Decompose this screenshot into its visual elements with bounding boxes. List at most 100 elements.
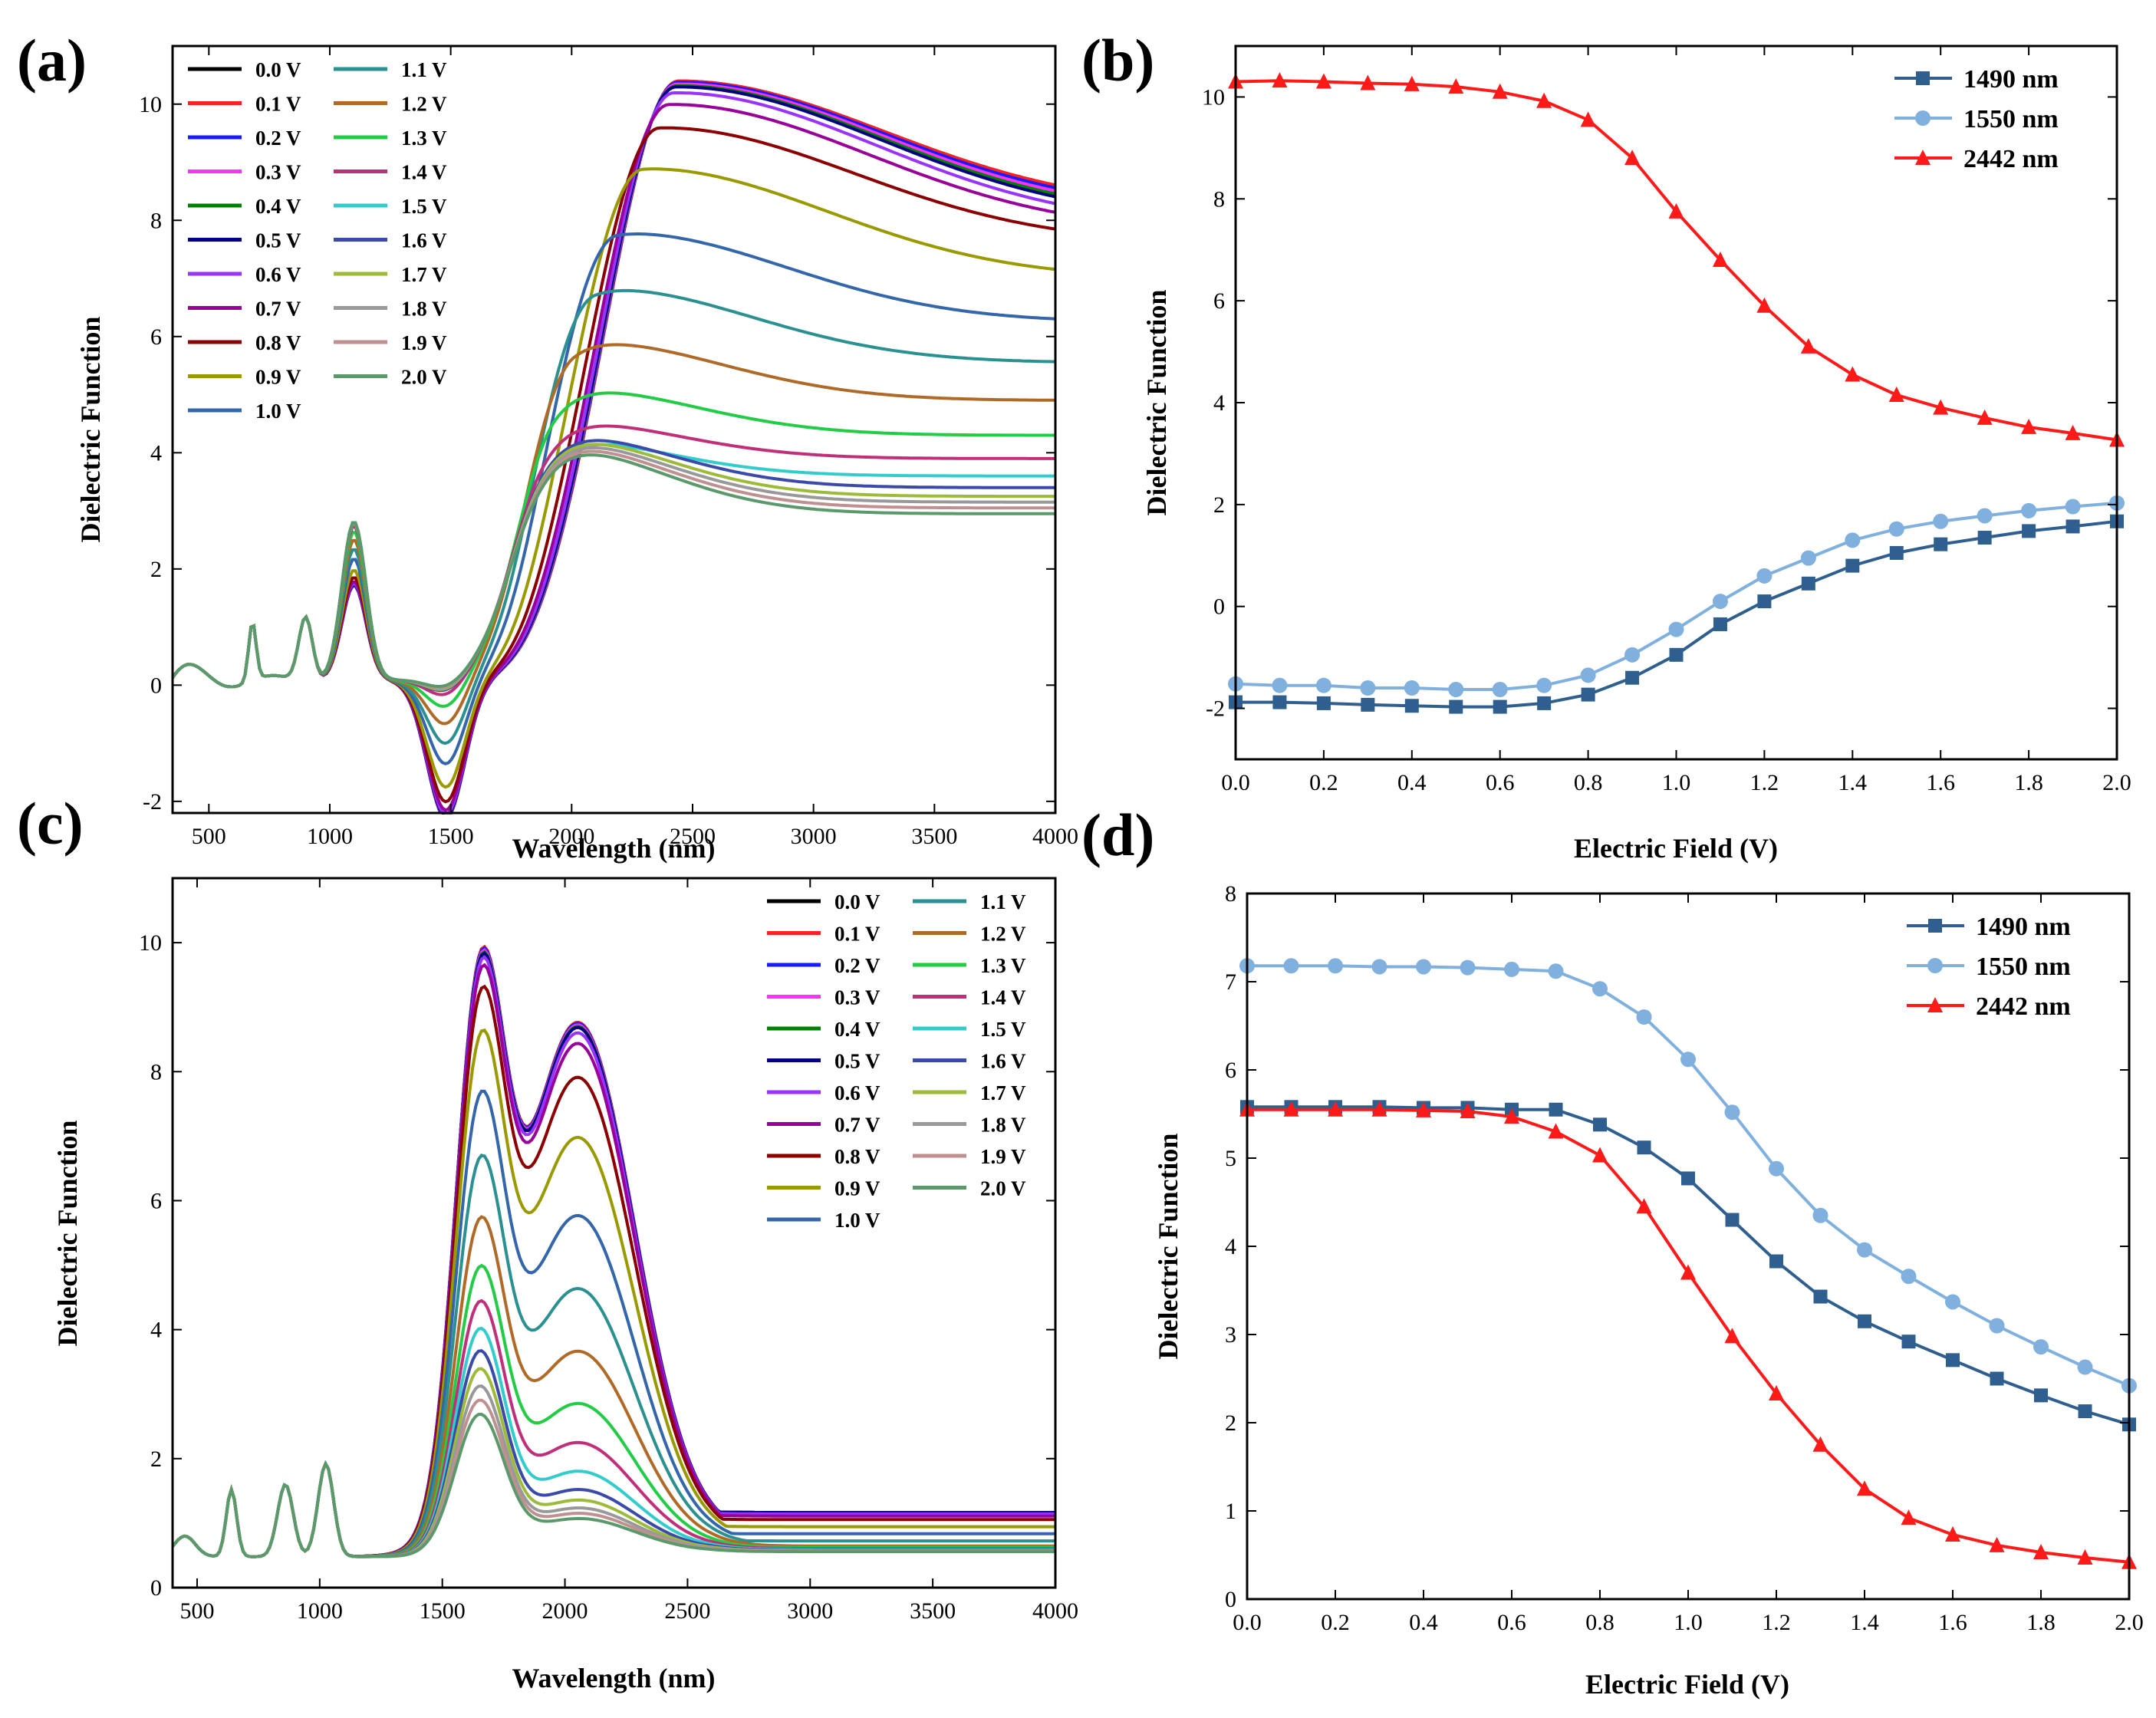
- legend-entry: 1.7 V: [401, 263, 447, 286]
- x-tick-label: 1.6: [1926, 770, 1955, 795]
- x-tick-label: 2500: [664, 1598, 710, 1624]
- panel-b-legend: 1490 nm 1550 nm 2442 nm: [1894, 65, 2059, 173]
- y-tick-label: 0: [1213, 594, 1225, 620]
- legend-entry: 0.8 V: [255, 331, 301, 354]
- data-point-marker: [1581, 687, 1595, 702]
- data-point-marker: [1989, 1318, 2005, 1334]
- legend-entry: 1.5 V: [980, 1018, 1026, 1041]
- data-point-marker: [1593, 1117, 1607, 1132]
- legend-entry: 1.9 V: [401, 331, 447, 354]
- data-point-marker: [2077, 1359, 2093, 1375]
- data-point-marker: [1927, 997, 1943, 1012]
- data-point-marker: [1724, 1328, 1740, 1344]
- data-point-marker: [2034, 1388, 2048, 1403]
- data-point-marker: [1637, 1140, 1651, 1155]
- y-tick-label: -2: [1206, 696, 1225, 722]
- data-point-marker: [1448, 78, 1464, 94]
- spectrum-curve-0-9-V: [171, 1028, 1055, 1558]
- x-tick-label: 1.2: [1750, 770, 1779, 795]
- y-tick-label: 2: [150, 1446, 162, 1472]
- x-tick-label: 2000: [548, 824, 594, 849]
- spectrum-curve-0-1-V: [171, 944, 1055, 1558]
- data-point-marker: [1272, 72, 1288, 88]
- data-point-marker: [1669, 647, 1684, 662]
- panel-a-axes: 500 1000 1500 2000 2500 3000 3500 4000 -2 0 2 4 6 8 10: [139, 46, 1078, 849]
- legend-entry: 0.9 V: [255, 366, 301, 389]
- y-tick-label: 10: [139, 92, 162, 117]
- data-point-marker: [1492, 681, 1508, 697]
- data-point-marker: [1416, 959, 1431, 975]
- data-point-marker: [1945, 1526, 1960, 1542]
- x-tick-label: 4000: [1032, 824, 1078, 849]
- legend-entry: 1.0 V: [834, 1209, 881, 1232]
- y-tick-label: 2: [1213, 492, 1225, 518]
- data-point-marker: [1636, 1009, 1652, 1025]
- legend-entry: 1.6 V: [980, 1050, 1026, 1073]
- data-point-marker: [2021, 418, 2037, 434]
- data-point-marker: [1933, 399, 1949, 415]
- y-tick-label: 0: [150, 1575, 162, 1601]
- x-tick-label: 0.8: [1585, 1610, 1615, 1635]
- data-point-marker: [2077, 1549, 2093, 1565]
- legend-entry: 0.3 V: [834, 986, 881, 1009]
- legend-entry: 1490 nm: [1963, 65, 2059, 94]
- panel-d: (d) 0.0 0.2 0.4 0.6 0.8 1.0 1.2 1.4 1.6 1.8 2.0 0 1 2…: [1081, 801, 2144, 1700]
- spectrum-curve-1-5-V: [171, 443, 1055, 690]
- y-tick-label: -2: [143, 789, 162, 815]
- x-tick-label: 500: [192, 824, 226, 849]
- x-tick-label: 1.8: [2026, 1610, 2056, 1635]
- data-point-marker: [2078, 1404, 2092, 1419]
- data-point-marker: [2065, 424, 2081, 440]
- data-point-marker: [1361, 697, 1375, 712]
- data-point-marker: [1800, 337, 1816, 354]
- legend-entry: 0.2 V: [255, 127, 301, 150]
- data-point-marker: [1404, 680, 1420, 696]
- data-point-marker: [1977, 508, 1993, 524]
- panel-b-label: (b): [1081, 27, 1154, 94]
- x-tick-label: 1.4: [1838, 770, 1868, 795]
- data-point-marker: [1360, 74, 1376, 91]
- data-point-marker: [1901, 1335, 1916, 1349]
- legend-entry: 2.0 V: [401, 366, 447, 389]
- x-tick-label: 3500: [910, 1598, 956, 1624]
- x-tick-label: 1.6: [1938, 1610, 1967, 1635]
- panel-a: (a) 500 1000 1500 2000 2500 3000 3500 4000 -2 0 2 4…: [17, 27, 1078, 864]
- spectrum-curve-0-6-V: [171, 955, 1055, 1558]
- legend-entry: 1490 nm: [1976, 913, 2071, 941]
- data-point-marker: [1680, 1052, 1696, 1068]
- series-line-2442-nm: [1235, 79, 2118, 442]
- y-tick-label: 1: [1225, 1499, 1236, 1524]
- data-point-marker: [1460, 1103, 1476, 1119]
- x-tick-label: 0.6: [1486, 770, 1515, 795]
- x-tick-label: 2.0: [2102, 770, 2131, 795]
- data-point-marker: [1916, 71, 1930, 85]
- data-point-marker: [1371, 1101, 1387, 1117]
- data-point-marker: [1548, 1123, 1564, 1139]
- x-tick-label: 2.0: [2115, 1610, 2144, 1635]
- legend-entry: 1.5 V: [401, 195, 447, 218]
- spectrum-curve-0-0-V: [171, 944, 1055, 1558]
- data-point-marker: [1928, 919, 1942, 933]
- panel-a-legend: 0.0 V 0.1 V 0.2 V 0.3 V 0.4 V 0.5 V 0.6 V 0.7 V…: [188, 58, 447, 423]
- data-point-marker: [1800, 550, 1816, 566]
- data-point-marker: [1888, 521, 1904, 537]
- panel-a-label: (a): [17, 27, 87, 94]
- panel-b-xlabel: Electric Field (V): [1574, 833, 1778, 864]
- data-point-marker: [1492, 83, 1508, 99]
- data-point-marker: [1769, 1254, 1783, 1269]
- x-tick-label: 1.2: [1762, 1610, 1791, 1635]
- y-tick-label: 5: [1225, 1146, 1236, 1171]
- series-line-1490-nm: [1236, 519, 2118, 709]
- x-tick-label: 1.0: [1674, 1610, 1703, 1635]
- x-tick-label: 0.4: [1397, 770, 1427, 795]
- legend-entry: 0.8 V: [834, 1145, 881, 1168]
- data-point-marker: [1316, 696, 1331, 710]
- spectrum-curve-1-1-V: [171, 288, 1055, 745]
- data-point-marker: [1580, 667, 1596, 683]
- data-point-marker: [1845, 366, 1861, 382]
- data-point-marker: [1504, 961, 1519, 977]
- data-point-marker: [1712, 594, 1728, 610]
- y-tick-label: 2: [150, 557, 162, 582]
- y-tick-label: 6: [1225, 1058, 1236, 1083]
- legend-entry: 1.4 V: [980, 986, 1026, 1009]
